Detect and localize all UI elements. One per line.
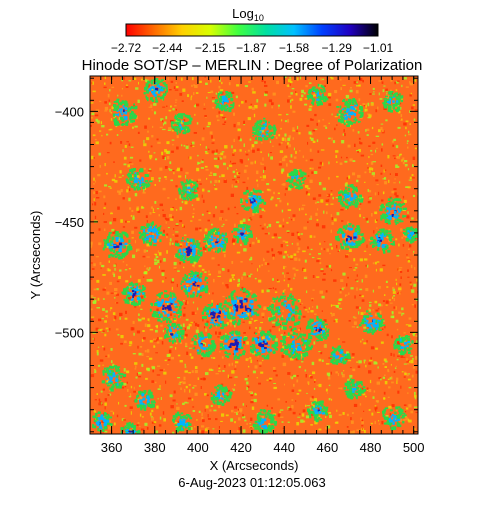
x-axis: 360 380 400 420 440 460 480 500 [89,76,425,455]
map-network [92,78,418,434]
colorbar-tick-label: −1.87 [236,41,267,55]
colorbar-tick-label: −2.44 [152,41,183,55]
x-tick-label: 380 [144,440,166,455]
x-tick-label: 440 [273,440,295,455]
x-tick-label: 480 [360,440,382,455]
colorbar-tick-label: −2.72 [111,41,142,55]
colorbar-tick-label: −1.29 [322,41,353,55]
x-tick-label: 420 [230,440,252,455]
y-axis-label: Y (Arcseconds) [28,211,43,300]
x-tick-label: 360 [101,440,123,455]
colorbar [125,23,379,37]
polarization-map [90,76,418,434]
colorbar-tick-labels: −2.72 −2.44 −2.15 −1.87 −1.58 −1.29 −1.01 [111,41,394,55]
y-tick-label: −400 [55,104,84,119]
y-tick-label: −450 [55,215,84,230]
colorbar-tick-label: −1.01 [363,41,394,55]
timestamp: 6‐Aug‐2023 01:12:05.063 [178,475,325,490]
colorbar-tick-label: −1.58 [279,41,310,55]
x-tick-label: 460 [317,440,339,455]
x-tick-label: 400 [187,440,209,455]
y-tick-label: −500 [55,325,84,340]
x-tick-label: 500 [403,440,425,455]
y-axis: −400 −450 −500 [55,77,418,433]
x-axis-label: X (Arcseconds) [210,458,299,473]
colorbar-tick-label: −2.15 [195,41,226,55]
colorbar-title: Log10 [232,6,264,23]
chart-title: Hinode SOT/SP – MERLIN : Degree of Polar… [82,57,423,74]
